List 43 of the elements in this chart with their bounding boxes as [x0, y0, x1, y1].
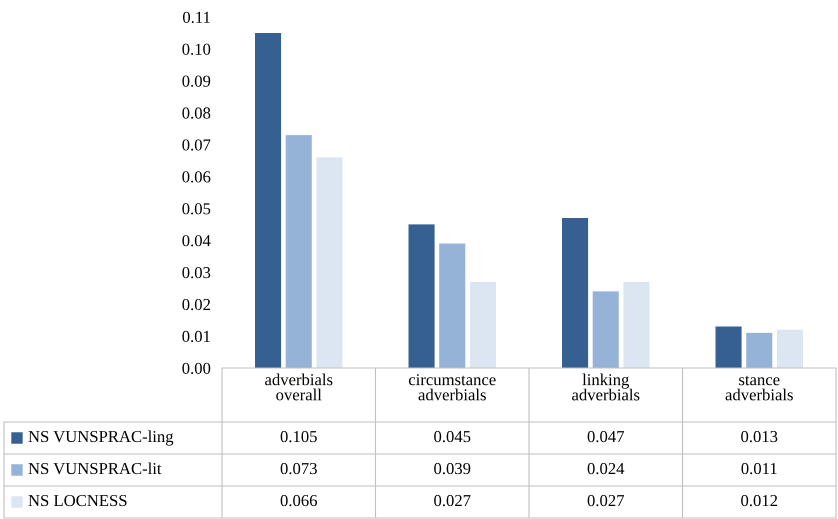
x-tick-label: adverbials overall — [265, 374, 332, 400]
y-tick-label: 0.00 — [182, 362, 210, 374]
x-tick-label: linking adverbials — [572, 374, 640, 400]
bar — [746, 332, 772, 368]
data-label: 0.045 — [434, 430, 470, 442]
bar — [470, 282, 496, 368]
bar — [562, 218, 588, 368]
data-label: 0.027 — [588, 494, 624, 506]
y-tick-label: 0.02 — [182, 298, 210, 310]
bar — [408, 224, 435, 368]
bar — [439, 244, 466, 368]
x-tick-label: circumstance adverbials — [408, 374, 496, 400]
bar — [623, 282, 650, 368]
bar — [255, 32, 282, 368]
data-label: 0.066 — [280, 494, 318, 506]
y-tick-label: 0.09 — [182, 76, 210, 87]
bar — [286, 135, 312, 368]
data-label: 0.027 — [434, 494, 471, 506]
bar — [316, 157, 342, 368]
x-tick-label: stance adverbials — [726, 376, 793, 400]
y-tick-label: 0.05 — [182, 203, 210, 214]
data-label: 0.024 — [588, 462, 624, 474]
y-tick-label: 0.10 — [182, 44, 210, 55]
legend-label: NS VUNSPRAC-ling — [28, 430, 174, 446]
bar — [776, 330, 803, 368]
data-label: 0.012 — [741, 494, 778, 506]
data-label: 0.013 — [741, 430, 778, 442]
data-label: 0.011 — [741, 462, 777, 474]
data-label: 0.105 — [280, 430, 317, 442]
data-label: 0.039 — [434, 462, 470, 474]
y-tick-label: 0.01 — [182, 330, 210, 342]
bar — [716, 326, 742, 368]
legend-label: NS VUNSPRAC-lit — [28, 462, 162, 474]
y-tick-label: 0.07 — [182, 139, 210, 151]
data-label: 0.047 — [588, 430, 624, 442]
y-tick-label: 0.04 — [182, 235, 211, 246]
bar — [592, 291, 619, 368]
y-tick-label: 0.03 — [182, 266, 210, 278]
y-tick-label: 0.06 — [182, 171, 210, 183]
data-label: 0.073 — [280, 462, 317, 474]
y-tick-label: 0.08 — [182, 107, 210, 119]
y-tick-label: 0.11 — [182, 12, 210, 24]
legend-label: NS LOCNESS — [28, 494, 127, 506]
